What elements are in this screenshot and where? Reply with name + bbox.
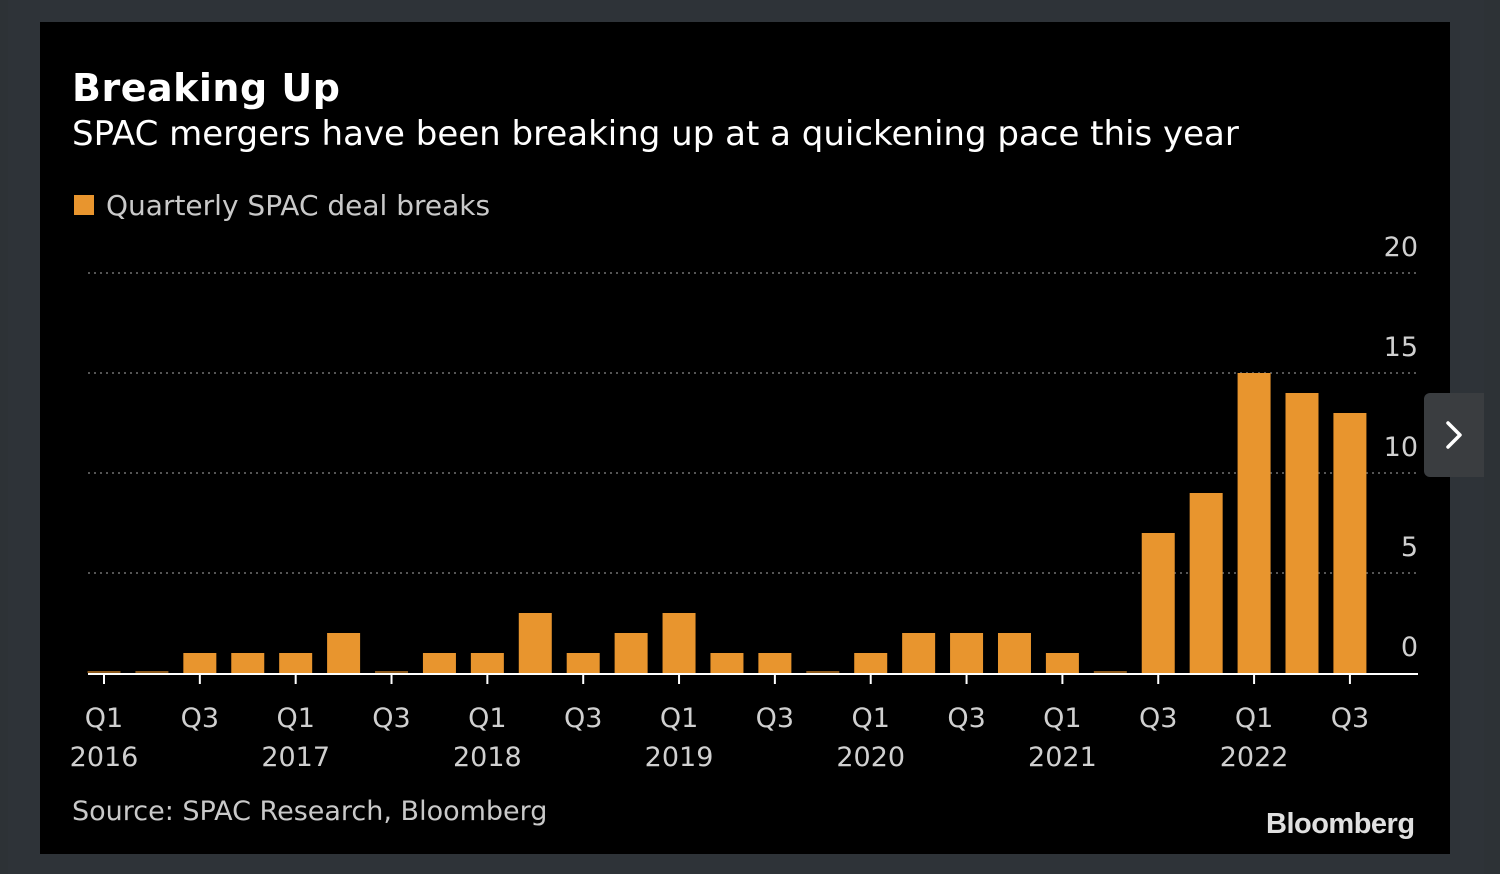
chevron-right-icon xyxy=(1446,421,1462,449)
x-tick-year-label: 2020 xyxy=(836,742,905,773)
bar xyxy=(1285,393,1319,673)
x-tick-label: Q1 xyxy=(852,703,890,734)
x-tick-label: Q1 xyxy=(85,703,123,734)
bar xyxy=(950,633,984,673)
source-note: Source: SPAC Research, Bloomberg xyxy=(72,796,548,827)
x-tick-year-label: 2016 xyxy=(70,742,139,773)
x-axis-labels: Q1 2016 Q3 Q1 2017 Q3 Q1 2018 Q3 Q1 2019 Q3 Q1 2020 Q3… xyxy=(70,703,1369,773)
bar xyxy=(662,613,696,673)
bar xyxy=(518,613,552,673)
bar xyxy=(1093,671,1127,673)
bar xyxy=(614,633,648,673)
next-button[interactable] xyxy=(1424,393,1484,477)
bar xyxy=(902,633,936,673)
chart-card xyxy=(40,22,1450,854)
x-tick-label: Q1 xyxy=(1043,703,1081,734)
legend-label: Quarterly SPAC deal breaks xyxy=(106,188,491,222)
bar xyxy=(1045,653,1079,673)
bar xyxy=(375,671,409,673)
x-tick-label: Q3 xyxy=(372,703,410,734)
bar xyxy=(566,653,600,673)
bar xyxy=(87,671,121,673)
x-tick-year-label: 2019 xyxy=(645,742,714,773)
y-tick-label: 5 xyxy=(1401,532,1418,563)
bar xyxy=(183,653,217,673)
x-tick-year-label: 2017 xyxy=(261,742,330,773)
legend: Quarterly SPAC deal breaks xyxy=(74,188,490,222)
x-tick-label: Q3 xyxy=(1331,703,1369,734)
bar xyxy=(1333,413,1367,673)
x-tick-label: Q1 xyxy=(660,703,698,734)
x-tick-label: Q3 xyxy=(1139,703,1177,734)
x-tick-label: Q1 xyxy=(276,703,314,734)
x-tick-label: Q3 xyxy=(947,703,985,734)
x-tick-year-label: 2018 xyxy=(453,742,522,773)
y-tick-label: 20 xyxy=(1384,232,1418,263)
x-axis xyxy=(88,673,1418,684)
y-tick-label: 15 xyxy=(1384,332,1418,363)
legend-swatch xyxy=(74,195,94,215)
bar xyxy=(854,653,888,673)
bar xyxy=(470,653,504,673)
x-tick-label: Q1 xyxy=(1235,703,1273,734)
chart-title: Breaking Up xyxy=(72,66,341,110)
x-tick-label: Q3 xyxy=(181,703,219,734)
y-tick-label: 0 xyxy=(1401,632,1418,663)
y-axis-labels: 0 5 10 15 20 xyxy=(1384,232,1418,663)
x-tick-label: Q3 xyxy=(564,703,602,734)
x-tick-label: Q1 xyxy=(468,703,506,734)
bar xyxy=(758,653,792,673)
bar xyxy=(135,671,169,673)
bar xyxy=(231,653,265,673)
bar xyxy=(1141,533,1175,673)
bar xyxy=(279,653,313,673)
bloomberg-logo: Bloomberg xyxy=(1266,808,1415,840)
bars xyxy=(87,373,1367,673)
bar xyxy=(1189,493,1223,673)
chart-subtitle: SPAC mergers have been breaking up at a … xyxy=(72,114,1239,154)
y-tick-label: 10 xyxy=(1384,432,1418,463)
bar xyxy=(806,671,840,673)
bar xyxy=(1237,373,1271,673)
x-tick-year-label: 2022 xyxy=(1220,742,1289,773)
bar xyxy=(997,633,1031,673)
x-tick-label: Q3 xyxy=(756,703,794,734)
bar xyxy=(710,653,744,673)
bar xyxy=(422,653,456,673)
x-tick-year-label: 2021 xyxy=(1028,742,1097,773)
bar xyxy=(327,633,361,673)
